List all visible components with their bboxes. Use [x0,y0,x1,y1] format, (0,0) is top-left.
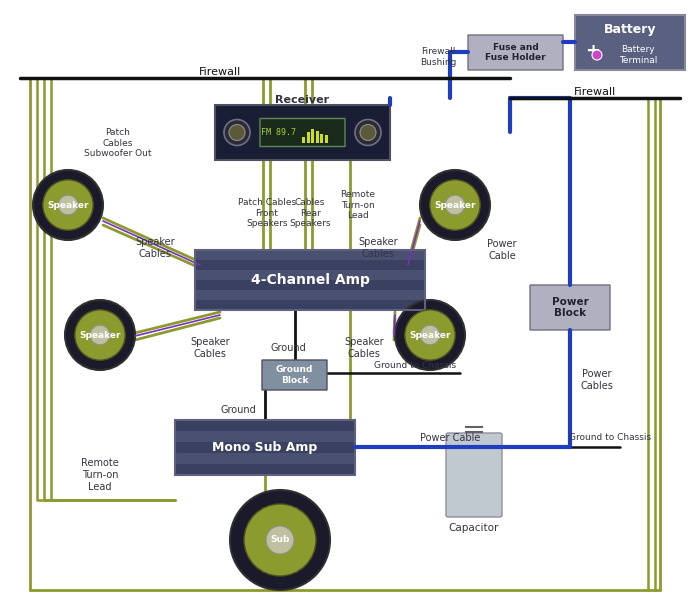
Circle shape [75,310,125,360]
Circle shape [592,50,602,60]
Circle shape [229,124,245,140]
Bar [302,137,305,142]
Text: Speaker
Cables: Speaker Cables [190,337,230,359]
Text: Ground to Chassis: Ground to Chassis [569,434,651,442]
Circle shape [65,300,135,370]
Bar [195,250,425,260]
Bar [316,131,318,142]
Text: Receiver: Receiver [275,95,330,105]
Bar [175,464,355,475]
Text: Power Cable: Power Cable [420,433,480,443]
Text: Speaker
Cables: Speaker Cables [358,237,398,259]
Text: Ground: Ground [220,405,256,415]
Text: Power
Block: Power Block [552,297,589,318]
Circle shape [405,310,455,360]
Text: Capacitor: Capacitor [449,523,499,533]
Text: Speaker
Cables: Speaker Cables [344,337,384,359]
Circle shape [395,300,465,370]
Text: Speaker: Speaker [79,331,121,339]
Circle shape [445,195,465,215]
Circle shape [230,490,330,590]
Bar [195,280,425,290]
Circle shape [224,120,250,145]
Text: 4-Channel Amp: 4-Channel Amp [251,273,370,287]
Bar [195,260,425,270]
Circle shape [33,170,103,240]
FancyBboxPatch shape [446,433,502,517]
FancyBboxPatch shape [468,35,563,70]
Text: FM 89.7: FM 89.7 [260,128,295,137]
FancyBboxPatch shape [575,15,685,70]
Text: Power
Cable: Power Cable [487,239,517,261]
Text: Firewall
Bushing: Firewall Bushing [420,47,456,67]
Text: Patch Cables
Front
Speakers: Patch Cables Front Speakers [238,198,296,228]
Text: Patch
Cables
Subwoofer Out: Patch Cables Subwoofer Out [84,128,152,158]
Text: Sub: Sub [270,535,290,545]
Circle shape [355,120,381,145]
Circle shape [58,195,78,215]
Text: Ground
Block: Ground Block [276,365,313,385]
Text: Remote
Turn-on
Lead: Remote Turn-on Lead [340,190,375,220]
Text: Speaker: Speaker [434,200,476,209]
Circle shape [430,180,480,230]
Text: Remote
Turn-on
Lead: Remote Turn-on Lead [81,458,119,492]
Bar [311,129,314,142]
Text: Firewall: Firewall [574,87,616,97]
Text: Speaker
Cables: Speaker Cables [135,237,175,259]
Text: Battery
Terminal: Battery Terminal [619,46,657,65]
FancyBboxPatch shape [262,360,327,390]
Text: Speaker: Speaker [48,200,89,209]
Bar [307,132,309,142]
Text: Ground: Ground [270,343,306,353]
Text: Cables
Rear
Speakers: Cables Rear Speakers [289,198,331,228]
Circle shape [360,124,376,140]
FancyBboxPatch shape [260,118,345,147]
Bar [195,300,425,310]
Text: +: + [585,42,601,60]
Text: Fuse and
Fuse Holder: Fuse and Fuse Holder [485,43,546,62]
Bar [175,442,355,453]
Bar [175,431,355,442]
Bar [175,420,355,431]
Circle shape [244,504,316,576]
Text: Ground to Chassis: Ground to Chassis [374,360,456,370]
Circle shape [266,526,294,554]
Bar [195,270,425,280]
Circle shape [420,325,440,345]
FancyBboxPatch shape [215,105,390,160]
FancyBboxPatch shape [530,285,610,330]
Bar [320,134,323,142]
Text: Firewall: Firewall [199,67,241,77]
Bar [195,290,425,300]
Bar [325,135,328,142]
Circle shape [420,170,490,240]
Circle shape [43,180,93,230]
Bar [175,453,355,464]
Circle shape [90,325,110,345]
Text: Battery: Battery [603,23,657,36]
Text: Power
Cables: Power Cables [580,369,613,391]
Text: Mono Sub Amp: Mono Sub Amp [212,441,318,454]
Text: Speaker: Speaker [410,331,451,339]
